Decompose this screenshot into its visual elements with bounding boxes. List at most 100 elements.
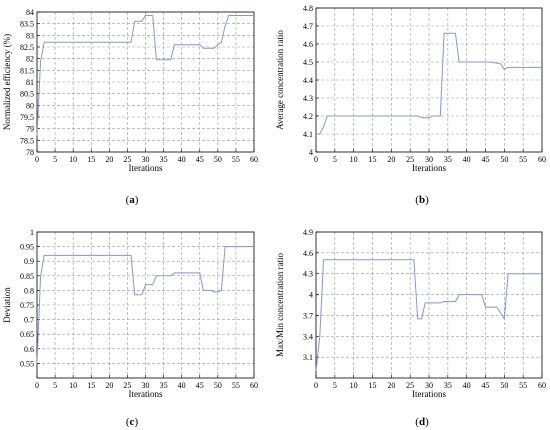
x-tick-label: 15 (369, 381, 377, 390)
x-tick-label: 20 (387, 155, 395, 164)
x-tick-label: 40 (178, 381, 186, 390)
x-tick-label: 35 (444, 155, 452, 164)
x-tick-label: 40 (178, 155, 186, 164)
x-tick-label: 0 (35, 381, 39, 390)
x-tick-label: 60 (250, 381, 258, 390)
y-tick-label: 0.75 (20, 301, 34, 310)
y-tick-label: 83.5 (20, 20, 34, 29)
y-tick-label: 0.7 (24, 316, 34, 325)
panel-b: 0 5 10 15 20 25 30 35 40 45 50 55 60 4 4.1 4.2 4.3 4.4 4.5… (275, 4, 546, 206)
y-tick-label: 3.4 (303, 332, 313, 341)
panel-c: 0 5 10 15 20 25 30 35 40 45 50 55 60 0.55 0.6 0.65 0.7 0.… (2, 228, 258, 428)
x-tick-label: 5 (333, 155, 337, 164)
x-tick-label: 35 (444, 381, 452, 390)
y-tick-label: 0.65 (20, 330, 34, 339)
y-tick-label: 4.6 (303, 249, 313, 258)
x-tick-label: 45 (482, 155, 490, 164)
panel-caption: (a) (126, 194, 139, 206)
x-axis-label: Iterations (129, 389, 163, 399)
y-tick-label: 3.7 (303, 311, 313, 320)
x-tick-label: 5 (53, 155, 57, 164)
x-tick-label: 15 (369, 155, 377, 164)
y-tick-label: 4 (309, 291, 313, 300)
x-tick-label: 10 (69, 155, 77, 164)
x-tick-label: 55 (232, 155, 240, 164)
x-tick-label: 25 (123, 381, 131, 390)
y-tick-label: 4 (309, 148, 313, 157)
panel-d: 0 5 10 15 20 25 30 35 40 45 50 55 60 3.1 3.4 3.7 4 4.3 4.6… (275, 228, 546, 428)
x-tick-label: 50 (500, 155, 508, 164)
x-axis-label: Iterations (412, 163, 446, 173)
panel-a: 0 5 10 15 20 25 30 35 40 45 50 55 60 78 78.5 79 79.5 80 80… (2, 8, 258, 206)
y-tick-label: 0.6 (24, 345, 34, 354)
y-tick-label: 0.95 (20, 243, 34, 252)
y-axis-label: Max/Min concentration ratio (275, 253, 285, 357)
x-tick-label: 25 (406, 155, 414, 164)
y-tick-label: 84 (26, 8, 34, 17)
y-tick-label: 0.85 (20, 272, 34, 281)
panel-caption: (d) (415, 416, 429, 428)
y-axis-label: Average concentration ratio (275, 30, 285, 130)
y-tick-label: 1 (30, 228, 34, 237)
y-tick-label: 4.1 (303, 130, 313, 139)
x-tick-label: 60 (538, 381, 546, 390)
y-tick-label: 4.8 (303, 4, 313, 13)
x-tick-label: 50 (500, 381, 508, 390)
x-tick-label: 40 (463, 381, 471, 390)
x-tick-label: 0 (35, 155, 39, 164)
y-axis-label: Deviation (2, 287, 12, 323)
x-tick-label: 35 (160, 155, 168, 164)
y-tick-label: 79.5 (20, 113, 34, 122)
series-line (36, 15, 254, 136)
x-tick-label: 30 (142, 155, 150, 164)
x-tick-label: 20 (105, 381, 113, 390)
x-tick-label: 30 (425, 155, 433, 164)
y-tick-label: 79 (26, 125, 34, 134)
x-tick-label: 60 (538, 155, 546, 164)
series-line (315, 259, 542, 372)
y-tick-label: 4.5 (303, 58, 313, 67)
y-tick-label: 4.3 (303, 94, 313, 103)
y-tick-label: 82 (26, 55, 34, 64)
x-tick-label: 15 (87, 155, 95, 164)
x-tick-label: 10 (350, 155, 358, 164)
y-tick-label: 4.2 (303, 112, 313, 121)
y-tick-label: 0.8 (24, 286, 34, 295)
y-tick-label: 0.55 (20, 359, 34, 368)
x-tick-label: 30 (142, 381, 150, 390)
x-tick-label: 45 (482, 381, 490, 390)
y-tick-label: 82.5 (20, 43, 34, 52)
panel-caption: (b) (415, 194, 429, 206)
y-tick-label: 4.4 (303, 76, 313, 85)
x-tick-label: 50 (214, 155, 222, 164)
x-tick-label: 10 (69, 381, 77, 390)
x-tick-label: 25 (123, 155, 131, 164)
y-tick-label: 80.5 (20, 90, 34, 99)
x-axis-label: Iterations (412, 389, 446, 399)
y-tick-label: 80 (26, 101, 34, 110)
x-tick-label: 60 (250, 155, 258, 164)
x-tick-label: 10 (350, 381, 358, 390)
x-tick-label: 55 (519, 155, 527, 164)
y-tick-label: 78.5 (20, 136, 34, 145)
x-tick-label: 55 (232, 381, 240, 390)
x-tick-label: 45 (196, 381, 204, 390)
x-tick-label: 45 (196, 155, 204, 164)
y-tick-label: 4.3 (303, 270, 313, 279)
x-tick-label: 20 (105, 155, 113, 164)
x-tick-label: 0 (314, 381, 318, 390)
series-line (36, 246, 254, 364)
panel-caption: (c) (126, 416, 139, 428)
y-tick-label: 81.5 (20, 66, 34, 75)
x-tick-label: 15 (87, 381, 95, 390)
y-tick-label: 4.7 (303, 22, 313, 31)
y-tick-label: 83 (26, 31, 34, 40)
x-tick-label: 40 (463, 155, 471, 164)
x-tick-label: 55 (519, 381, 527, 390)
x-tick-label: 0 (314, 155, 318, 164)
x-tick-label: 35 (160, 381, 168, 390)
x-axis-label: Iterations (129, 163, 163, 173)
y-tick-label: 4.6 (303, 40, 313, 49)
y-tick-label: 81 (26, 78, 34, 87)
